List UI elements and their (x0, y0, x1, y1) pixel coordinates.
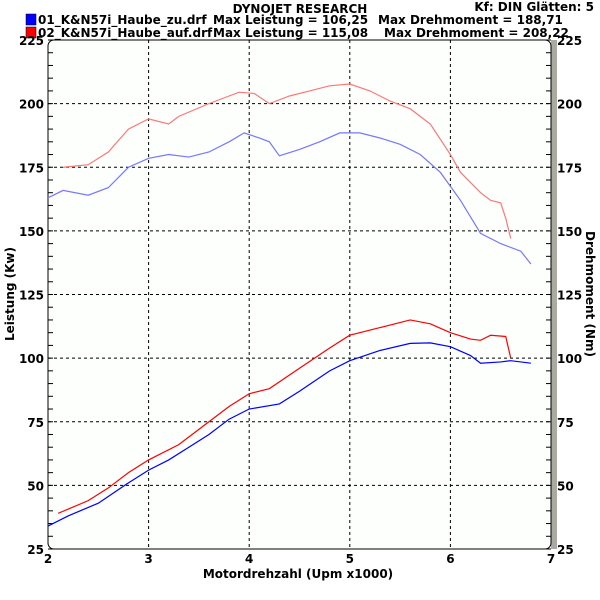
y-tick-label: 50 (27, 479, 44, 493)
y2-tick-label: 125 (557, 289, 582, 303)
y-tick-label: 200 (19, 98, 44, 112)
series-line-4 (63, 83, 512, 239)
legend-torque: Max Drehmoment = 188,71 (378, 13, 563, 27)
legend-power: Max Leistung = 106,25 (213, 13, 368, 27)
x-tick-label: 4 (245, 552, 253, 566)
series-line-2 (57, 319, 512, 514)
y-axis-label: Leistung (Kw) (3, 247, 17, 341)
y2-tick-label: 25 (557, 543, 574, 557)
y-tick-label: 100 (19, 352, 44, 366)
y-tick-label: 175 (19, 161, 44, 175)
y-tick-label: 75 (27, 416, 44, 430)
y2-tick-label: 175 (557, 161, 582, 175)
legend-swatch (25, 13, 37, 26)
legend-power: Max Leistung = 115,08 (213, 26, 368, 40)
x-tick-label: 3 (144, 552, 152, 566)
y-tick-label: 125 (19, 289, 44, 303)
x-tick-label: 7 (547, 552, 555, 566)
x-tick-label: 6 (446, 552, 454, 566)
y-tick-label: 150 (19, 225, 44, 239)
x-axis-label: Motordrehzahl (Upm x1000) (203, 567, 393, 581)
chart-info: Kf: DIN Glätten: 5 (474, 0, 594, 14)
legend-swatch (25, 26, 37, 39)
y-tick-label: 225 (19, 34, 44, 48)
legend-torque: Max Drehmoment = 208,22 (384, 26, 569, 40)
legend-file: 02_K&N57i_Haube_auf.drf (38, 26, 213, 41)
series-line-1 (47, 342, 531, 527)
series-line-3 (47, 132, 532, 265)
legend-file: 01_K&N57i_Haube_zu.drf (38, 13, 207, 28)
right-edge-bar (551, 40, 557, 549)
y2-tick-label: 225 (557, 34, 582, 48)
x-tick-label: 5 (346, 552, 354, 566)
x-tick-label: 2 (44, 552, 52, 566)
y-tick-label: 25 (27, 543, 44, 557)
y2-tick-label: 200 (557, 98, 582, 112)
chart-title: DYNOJET RESEARCH (233, 2, 368, 16)
y2-tick-label: 75 (557, 416, 574, 430)
y2-tick-label: 150 (557, 225, 582, 239)
y2-tick-label: 100 (557, 352, 582, 366)
y2-tick-label: 50 (557, 479, 574, 493)
y2-axis-label: Drehmoment (Nm) (583, 231, 597, 357)
